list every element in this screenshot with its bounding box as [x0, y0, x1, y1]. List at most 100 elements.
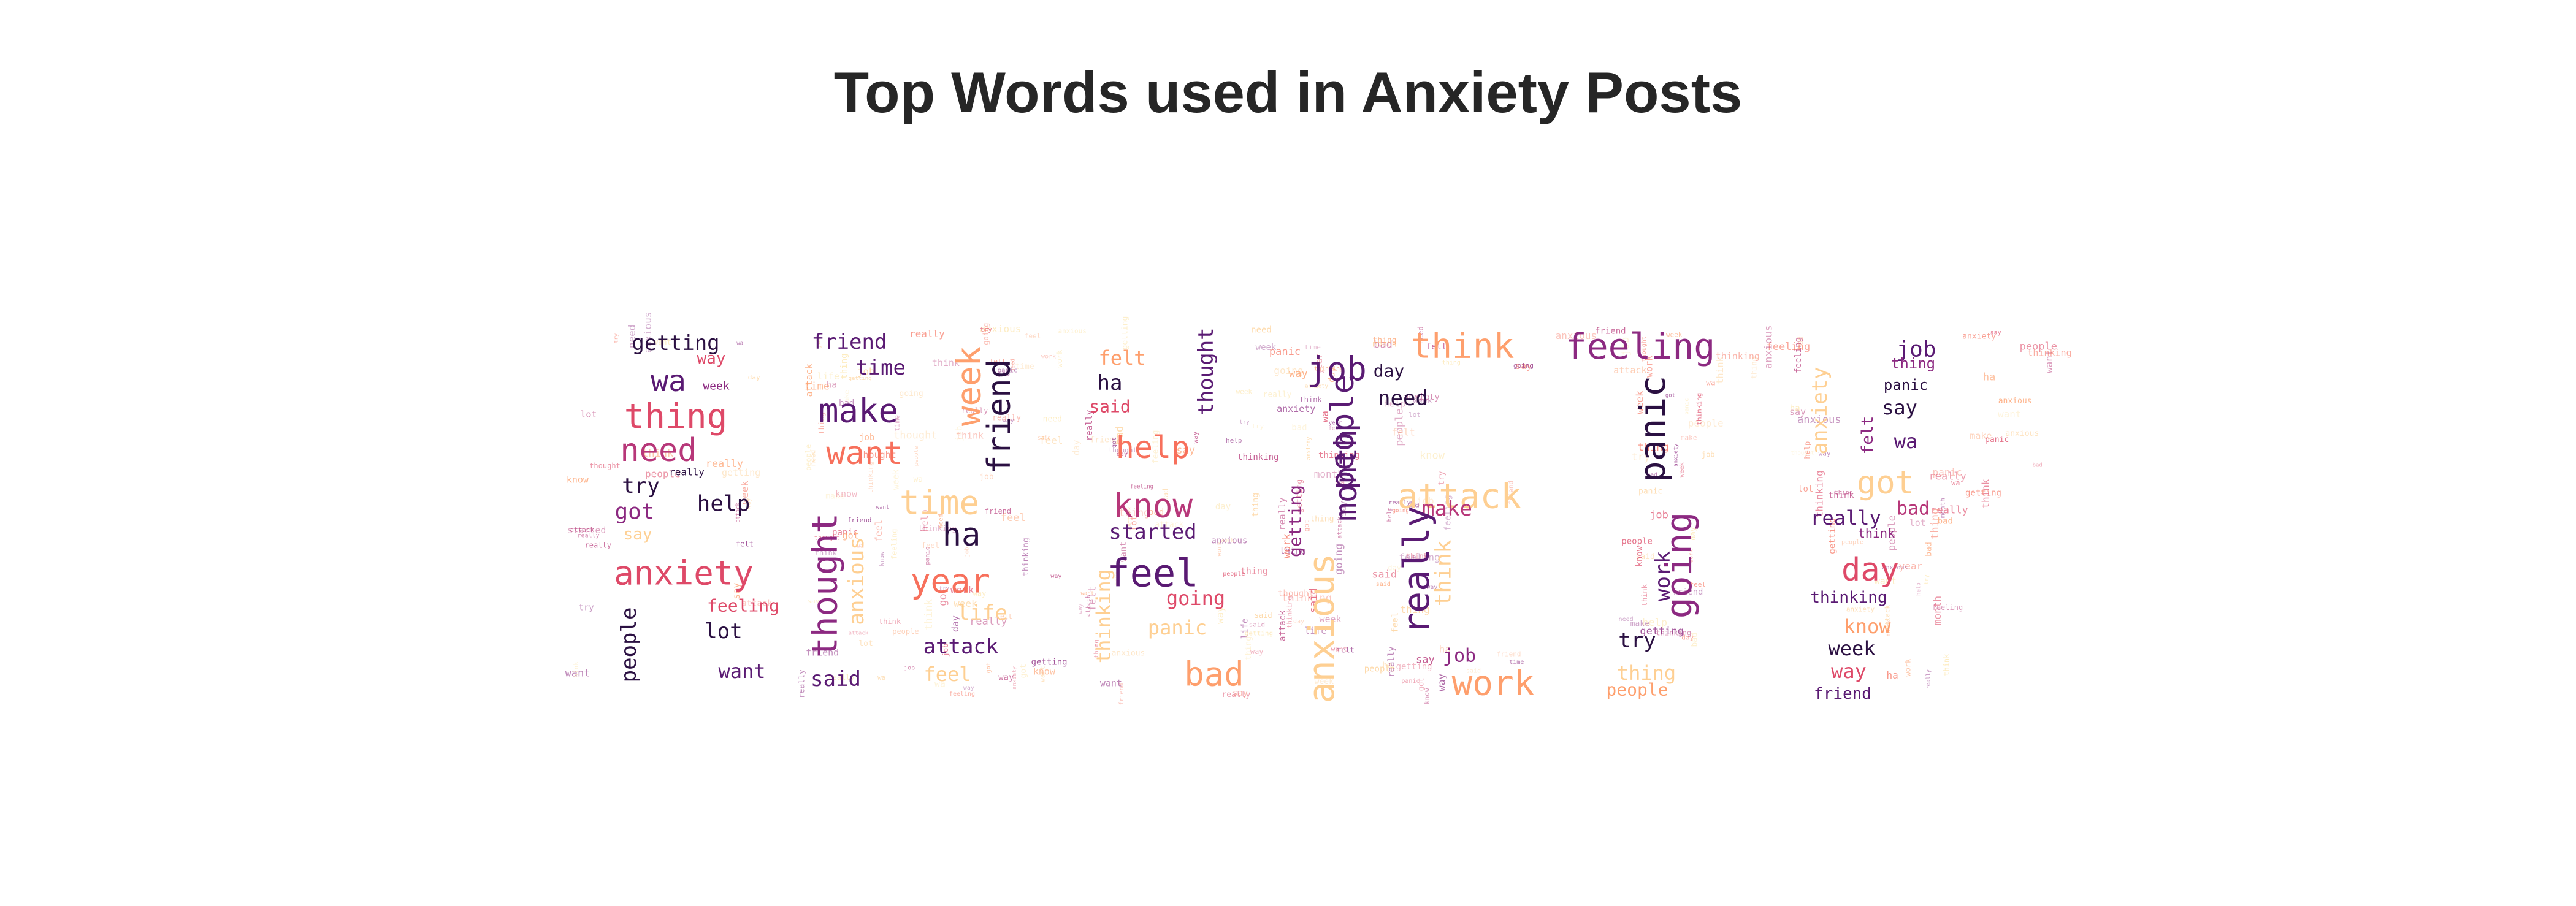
cloud-filler-word: try — [613, 333, 619, 343]
cloud-filler-word: getting — [1396, 662, 1432, 672]
cloud-filler-word: month — [1372, 340, 1396, 349]
cloud-filler-word: people — [1621, 537, 1653, 547]
cloud-filler-word: help — [1803, 441, 1811, 459]
cloud-filler-word: day — [748, 373, 760, 381]
cloud-filler-word: panic — [1684, 398, 1691, 415]
cloud-word: say — [624, 525, 652, 544]
cloud-filler-word: week — [892, 469, 901, 490]
cloud-filler-word: feel — [1039, 435, 1063, 446]
cloud-word: bad — [1897, 498, 1930, 520]
cloud-filler-word: time — [805, 381, 830, 393]
cloud-filler-word: week — [1413, 397, 1432, 406]
cloud-filler-word: ha — [1790, 404, 1800, 414]
cloud-filler-word: felt — [996, 612, 1012, 620]
cloud-filler-word: bad — [1647, 472, 1657, 478]
cloud-filler-word: try — [939, 586, 950, 592]
cloud-filler-word: make — [825, 492, 844, 501]
cloud-filler-word: make — [843, 390, 850, 406]
cloud-word: job — [1896, 337, 1936, 362]
cloud-filler-word: anxiety — [1962, 332, 1996, 341]
cloud-filler-word: make — [1114, 571, 1121, 586]
cloud-filler-word: friend — [1118, 683, 1125, 705]
cloud-filler-word: work — [1216, 541, 1223, 556]
cloud-filler-word: really — [909, 328, 945, 340]
cloud-filler-word: job — [1416, 495, 1434, 506]
cloud-filler-word: need — [1251, 325, 1272, 335]
cloud-word: time — [900, 484, 979, 522]
cloud-filler-word: want — [1331, 645, 1348, 653]
cloud-filler-word: thinking — [1282, 592, 1332, 604]
cloud-filler-word: said — [1372, 569, 1397, 581]
cloud-filler-word: job — [859, 433, 874, 443]
cloud-filler-word: thinking — [1318, 451, 1359, 460]
cloud-filler-word: thought — [1791, 451, 1814, 457]
cloud-filler-word: day — [1072, 440, 1082, 455]
cloud-filler-word: friend — [1672, 587, 1703, 597]
cloud-filler-word: thing — [1637, 441, 1668, 454]
cloud-word: need — [1378, 386, 1428, 411]
cloud-filler-word: getting — [1640, 625, 1684, 638]
cloud-filler-word: thing — [1093, 639, 1100, 658]
cloud-filler-word: panic — [1933, 466, 1962, 478]
cloud-filler-word: week — [1315, 677, 1334, 687]
cloud-word: know — [1113, 487, 1193, 525]
cloud-word: job — [1443, 645, 1476, 667]
cloud-filler-word: day — [1689, 527, 1697, 541]
cloud-filler-word: thing — [1244, 636, 1253, 660]
cloud-filler-word: really — [706, 458, 743, 470]
cloud-filler-word: lot — [858, 639, 873, 649]
cloud-filler-word: make — [1630, 619, 1649, 628]
cloud-filler-word: try — [1924, 574, 1930, 585]
cloud-filler-word: feeling — [1443, 495, 1453, 531]
cloud-filler-word: need — [626, 325, 638, 349]
cloud-filler-word: thought — [1278, 588, 1314, 598]
cloud-filler-word: week — [1679, 462, 1686, 477]
cloud-filler-word: thing — [839, 353, 849, 379]
cloud-filler-word: friend — [1090, 436, 1119, 445]
cloud-filler-word: feel — [1391, 612, 1401, 633]
cloud-filler-word: way — [746, 498, 752, 509]
cloud-filler-word: people — [1688, 417, 1724, 429]
cloud-filler-word: said — [1636, 552, 1655, 561]
cloud-filler-word: say — [731, 583, 742, 600]
cloud-filler-word: feel — [1328, 426, 1342, 432]
cloud-word: anxious — [844, 537, 869, 625]
cloud-word: said — [1089, 397, 1130, 417]
cloud-filler-word: anxious — [980, 323, 1021, 335]
cloud-word: anxiety — [614, 554, 754, 593]
cloud-word: work — [1651, 551, 1675, 601]
cloud-filler-word: work — [1904, 658, 1913, 677]
cloud-filler-word: attack — [849, 631, 869, 637]
cloud-filler-word: people — [1364, 664, 1396, 674]
cloud-filler-word: panic — [832, 528, 858, 538]
cloud-filler-word: thought — [1109, 446, 1137, 454]
cloud-word: day — [1841, 552, 1899, 588]
cloud-filler-word: think — [1980, 479, 1992, 509]
cloud-filler-word: panic — [1269, 346, 1301, 358]
cloud-filler-word: try — [1631, 451, 1650, 463]
cloud-word: thinking — [1092, 569, 1115, 663]
cloud-filler-word: anxious — [1998, 397, 2032, 406]
cloud-filler-word: want — [1998, 408, 2022, 420]
cloud-filler-word: getting — [1245, 630, 1273, 638]
cloud-filler-word: thing — [1749, 357, 1758, 379]
cloud-filler-word: getting — [1120, 316, 1129, 350]
cloud-filler-word: try — [1252, 422, 1264, 430]
cloud-filler-word: job — [941, 644, 950, 657]
cloud-filler-word: work — [1041, 353, 1056, 360]
cloud-filler-word: people — [805, 444, 813, 471]
cloud-filler-word: ha — [1410, 501, 1420, 510]
cloud-filler-word: say — [1416, 654, 1435, 666]
cloud-filler-word: panic — [1638, 487, 1662, 497]
cloud-filler-word: way — [1078, 603, 1084, 614]
cloud-filler-word: really — [992, 414, 1021, 423]
chart-title: Top Words used in Anxiety Posts — [833, 60, 1743, 124]
cloud-word: think — [1411, 327, 1515, 367]
cloud-filler-word: bad — [1690, 633, 1699, 647]
cloud-filler-word: know — [1033, 666, 1056, 677]
cloud-filler-word: job — [1619, 337, 1632, 356]
cloud-filler-word: ha — [1439, 644, 1451, 655]
cloud-filler-word: try — [1437, 471, 1447, 485]
cloud-filler-word: going — [1513, 362, 1534, 370]
